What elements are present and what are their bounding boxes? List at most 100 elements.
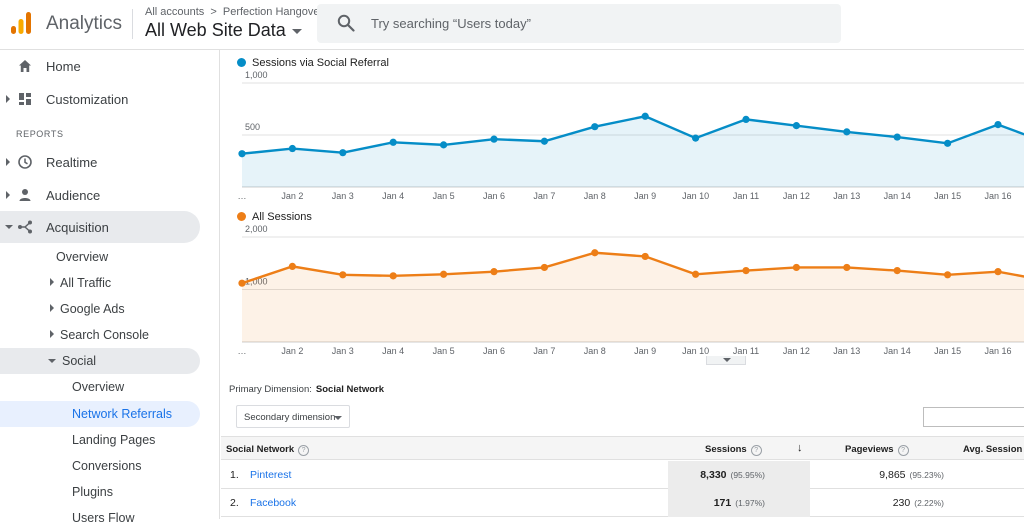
data-point[interactable]: [792, 263, 801, 272]
sidebar-item-network-referrals[interactable]: Network Referrals: [72, 407, 173, 421]
data-point[interactable]: [994, 121, 1002, 129]
analytics-logo-icon[interactable]: [10, 11, 32, 35]
data-point[interactable]: [238, 279, 246, 287]
sidebar-item-all-traffic[interactable]: All Traffic: [50, 276, 111, 290]
x-tick-label: Jan 2: [281, 346, 303, 356]
x-tick-label: Jan 10: [682, 191, 709, 200]
data-point[interactable]: [238, 150, 246, 158]
sessions-social-chart[interactable]: 1,000 500 … Jan 2 Jan 3 Jan 4 Jan 5 Jan 6 Jan 7 J…: [221, 70, 1024, 200]
column-sessions[interactable]: Sessions?: [705, 444, 762, 456]
data-point[interactable]: [389, 138, 397, 146]
sidebar-item-acquisition-overview[interactable]: Overview: [56, 250, 109, 264]
chart-legend-social[interactable]: Sessions via Social Referral: [237, 57, 389, 69]
expand-arrow-icon[interactable]: [6, 158, 10, 166]
y-tick-label: 500: [245, 122, 260, 132]
legend-dot-icon: [237, 212, 246, 221]
data-point[interactable]: [641, 252, 649, 261]
expand-arrow-icon[interactable]: [50, 330, 54, 338]
sidebar-item-home[interactable]: Home: [0, 50, 220, 82]
data-point[interactable]: [389, 272, 397, 280]
person-icon: [19, 189, 31, 201]
column-avg-session-duration[interactable]: Avg. Session D: [963, 444, 1024, 455]
sidebar-item-realtime[interactable]: Realtime: [0, 146, 220, 178]
data-point[interactable]: [994, 268, 1002, 276]
sidebar-item-audience[interactable]: Audience: [0, 179, 220, 211]
data-point[interactable]: [339, 271, 347, 279]
data-point[interactable]: [944, 139, 952, 147]
chart-legend-all-sessions[interactable]: All Sessions: [237, 211, 312, 223]
pageviews-cell: 230 (2.22%): [893, 497, 944, 509]
pageviews-percent: (2.22%): [914, 498, 944, 508]
data-point[interactable]: [893, 133, 901, 141]
sort-descending-icon[interactable]: ↓: [797, 442, 803, 454]
row-link-network[interactable]: Facebook: [250, 497, 297, 509]
sidebar-item-social[interactable]: Social: [48, 354, 96, 368]
data-point[interactable]: [792, 122, 801, 130]
table-filter-input[interactable]: [923, 407, 1024, 427]
chart-collapse-handle[interactable]: [706, 356, 746, 365]
data-point[interactable]: [591, 249, 599, 257]
data-point[interactable]: [692, 134, 700, 142]
data-point[interactable]: [591, 123, 599, 131]
x-tick-label: Jan 11: [733, 346, 759, 356]
sidebar-item-conversions[interactable]: Conversions: [72, 459, 142, 473]
data-point[interactable]: [440, 141, 448, 149]
column-social-network[interactable]: Social Network?: [226, 444, 310, 456]
data-point[interactable]: [843, 128, 851, 136]
sidebar-item-plugins[interactable]: Plugins: [72, 485, 113, 499]
all-sessions-chart[interactable]: 2,000 1,000 … Jan 2 Jan 3 Jan 4 Jan 5 Jan 6 Jan …: [221, 224, 1024, 356]
search-icon[interactable]: [337, 14, 355, 32]
data-point[interactable]: [440, 270, 448, 278]
breadcrumb-property[interactable]: Perfection Hangover: [222, 6, 324, 18]
help-icon[interactable]: ?: [298, 445, 310, 456]
sidebar-item-customization[interactable]: Customization: [0, 83, 220, 115]
data-point[interactable]: [692, 270, 700, 278]
data-point[interactable]: [490, 268, 498, 276]
sidebar-item-label: Home: [46, 58, 81, 74]
x-tick-label: Jan 2: [281, 191, 303, 200]
data-point[interactable]: [843, 263, 851, 272]
search-input[interactable]: [371, 4, 831, 43]
data-point[interactable]: [893, 267, 901, 275]
sidebar-item-search-console[interactable]: Search Console: [50, 328, 149, 342]
secondary-dimension-dropdown[interactable]: Secondary dimension: [236, 405, 350, 428]
column-pageviews[interactable]: Pageviews?: [845, 444, 909, 456]
primary-dimension-value[interactable]: Social Network: [315, 384, 384, 395]
collapse-arrow-icon[interactable]: [5, 225, 13, 229]
help-icon[interactable]: ?: [897, 445, 909, 456]
active-subsection-highlight: [0, 348, 200, 374]
help-icon[interactable]: ?: [750, 445, 762, 456]
x-tick-label: Jan 15: [934, 191, 961, 200]
data-point[interactable]: [288, 144, 296, 153]
data-point[interactable]: [540, 137, 548, 145]
breadcrumb-account[interactable]: All accounts: [145, 6, 205, 18]
data-point[interactable]: [742, 267, 750, 275]
column-label: Pageviews: [845, 444, 894, 455]
collapse-arrow-icon[interactable]: [48, 359, 56, 363]
data-point[interactable]: [944, 271, 952, 279]
x-tick-label: Jan 10: [682, 346, 709, 356]
sidebar-item-acquisition[interactable]: Acquisition: [0, 211, 200, 243]
sidebar-item-social-overview[interactable]: Overview: [72, 380, 125, 394]
expand-arrow-icon[interactable]: [6, 95, 10, 103]
breadcrumb[interactable]: All accounts > Perfection Hangover: [145, 6, 323, 18]
sorted-column-bg: [668, 489, 810, 517]
data-point[interactable]: [288, 262, 296, 270]
data-point[interactable]: [641, 112, 649, 120]
expand-arrow-icon[interactable]: [50, 278, 54, 286]
data-point[interactable]: [540, 263, 548, 272]
data-point[interactable]: [339, 149, 347, 157]
row-link-network[interactable]: Pinterest: [250, 469, 292, 481]
secondary-dimension-label: Secondary dimension: [244, 412, 336, 423]
expand-arrow-icon[interactable]: [50, 304, 54, 312]
sessions-value: 8,330: [700, 469, 727, 481]
data-point[interactable]: [742, 115, 750, 123]
expand-arrow-icon[interactable]: [6, 191, 10, 199]
view-selector[interactable]: All Web Site Data: [145, 20, 302, 41]
x-tick-label: Jan 6: [483, 346, 505, 356]
sidebar-item-google-ads[interactable]: Google Ads: [50, 302, 125, 316]
search-box[interactable]: [317, 4, 841, 43]
sidebar-item-users-flow[interactable]: Users Flow: [72, 511, 135, 525]
data-point[interactable]: [490, 135, 498, 143]
sidebar-item-landing-pages[interactable]: Landing Pages: [72, 433, 156, 447]
